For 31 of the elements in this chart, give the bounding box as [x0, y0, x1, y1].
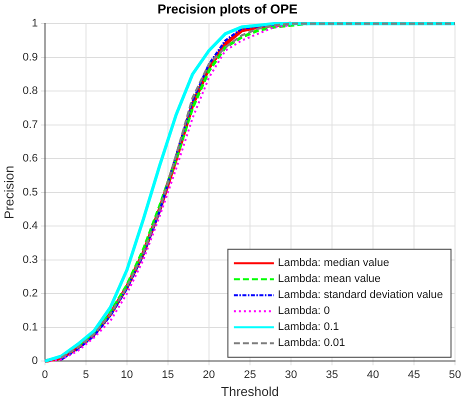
x-tick-label: 45: [408, 368, 420, 381]
x-tick-label: 15: [162, 368, 174, 381]
x-axis-title: Threshold: [221, 384, 279, 399]
y-tick-label: 0.6: [22, 152, 38, 165]
legend-label: Lambda: 0.1: [278, 321, 340, 334]
x-tick-label: 0: [42, 368, 48, 381]
x-tick-label: 30: [284, 368, 298, 381]
y-tick-label: 0.1: [22, 321, 38, 334]
chart-title: Precision plots of OPE: [157, 1, 298, 16]
y-tick-label: 0.2: [22, 288, 38, 300]
y-tick-label: 1: [32, 18, 38, 30]
y-tick-label: 0: [32, 355, 38, 368]
y-tick-label: 0.4: [22, 220, 38, 232]
legend-label: Lambda: standard deviation value: [278, 289, 444, 302]
y-axis-title: Precision: [1, 166, 16, 220]
y-tick-label: 0.5: [22, 186, 38, 198]
x-tick-label: 20: [202, 368, 216, 381]
legend-label: Lambda: mean value: [278, 273, 381, 286]
legend-label: Lambda: median value: [278, 257, 390, 270]
y-tick-label: 0.9: [22, 51, 38, 64]
x-tick-label: 50: [448, 368, 462, 381]
y-tick-label: 0.7: [22, 118, 38, 131]
legend-label: Lambda: 0: [278, 305, 330, 318]
x-tick-label: 40: [366, 368, 380, 381]
x-tick-label: 10: [120, 368, 134, 381]
y-tick-label: 0.8: [22, 85, 38, 98]
x-tick-label: 25: [244, 368, 256, 381]
x-tick-label: 5: [82, 368, 89, 381]
y-tick-label: 0.3: [22, 254, 38, 266]
x-tick-label: 35: [326, 368, 338, 381]
legend-label: Lambda: 0.01: [278, 337, 346, 350]
